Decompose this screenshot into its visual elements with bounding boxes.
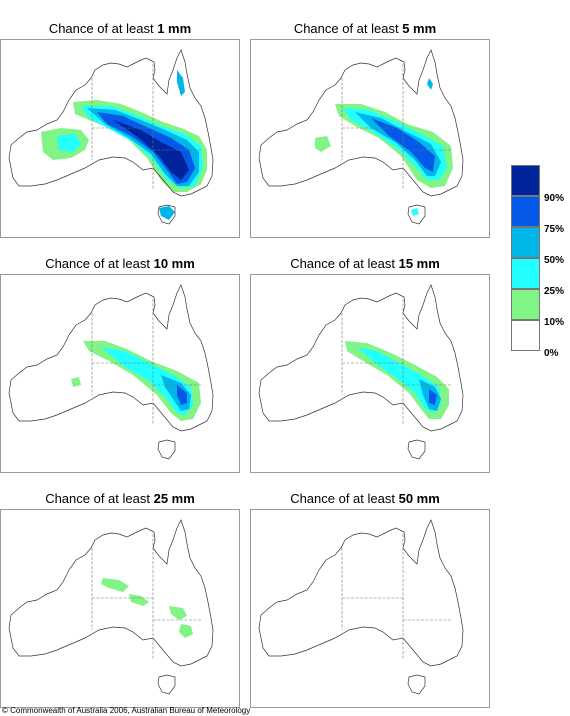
legend-label-25: 25% <box>544 286 565 297</box>
rain-area-10pct <box>101 578 129 592</box>
legend-swatch-75 <box>511 196 540 227</box>
legend-swatch-50 <box>511 227 540 258</box>
tasmania-coastline <box>407 204 426 225</box>
state-borders <box>341 64 451 190</box>
legend-swatch-10 <box>511 289 540 320</box>
state-borders <box>91 64 201 190</box>
legend-label-75: 75% <box>544 224 565 235</box>
tasmania-land <box>408 440 425 459</box>
map-15mm <box>258 284 464 460</box>
panel-title-15mm: Chance of at least 15 mm <box>290 256 440 271</box>
panel-title-10mm: Chance of at least 10 mm <box>45 256 195 271</box>
panel-title-25mm: Chance of at least 25 mm <box>45 491 195 506</box>
australia-coastline <box>8 49 214 197</box>
panel-title-1mm: Chance of at least 1 mm <box>48 21 192 36</box>
land-area <box>259 520 463 666</box>
rain-area-10pct-west <box>315 136 331 152</box>
rain-area-north <box>177 70 185 96</box>
rain-area-10pct-center <box>129 594 149 606</box>
legend-label-90: 90% <box>544 193 565 204</box>
rain-area-90pct <box>113 120 189 180</box>
panel-title-5mm: Chance of at least 5 mm <box>293 21 437 36</box>
panel-title-50mm: Chance of at least 50 mm <box>290 491 440 506</box>
map-panel-15mm <box>250 274 490 473</box>
australia-coastline <box>8 519 214 667</box>
australia-coastline <box>258 284 464 432</box>
tasmania-land <box>158 440 175 459</box>
tasmania-coastline <box>407 674 426 695</box>
rain-area-25pct-west <box>57 134 81 152</box>
state-borders <box>341 534 451 660</box>
rain-area-10pct-west <box>71 377 81 387</box>
legend-swatch-25 <box>511 258 540 289</box>
rain-area-north <box>427 78 433 90</box>
legend-swatch-90 <box>511 165 540 196</box>
rain-area-75pct <box>429 389 437 405</box>
map-panel-5mm <box>250 39 490 238</box>
tasmania-coastline <box>407 439 426 460</box>
map-5mm <box>258 49 464 225</box>
rain-area-75pct <box>177 385 187 405</box>
map-1mm <box>8 49 214 225</box>
legend-label-10: 10% <box>544 317 565 328</box>
australia-coastline <box>258 49 464 197</box>
rain-area-25pct <box>357 347 441 413</box>
copyright-notice: © Commonwealth of Australia 2006, Austra… <box>2 706 251 715</box>
map-25mm <box>8 519 214 695</box>
rain-area-tasmania <box>411 208 419 216</box>
tasmania-coastline <box>157 674 176 695</box>
state-borders <box>91 534 201 660</box>
map-50mm <box>258 519 464 695</box>
rain-area-25pct <box>101 347 193 415</box>
map-panel-50mm <box>250 509 490 708</box>
tasmania-coastline <box>157 204 176 225</box>
legend-label-50: 50% <box>544 255 565 266</box>
land-area <box>9 520 213 666</box>
state-borders <box>341 299 451 425</box>
map-10mm <box>8 284 214 460</box>
map-panel-10mm <box>0 274 240 473</box>
map-panel-25mm <box>0 509 240 708</box>
legend-swatch-0 <box>511 320 540 351</box>
tasmania-coastline <box>157 439 176 460</box>
map-panel-1mm <box>0 39 240 238</box>
rain-area-10pct-east <box>169 606 187 620</box>
legend-label-0: 0% <box>544 348 559 359</box>
rain-area-10pct-southeast <box>179 624 193 638</box>
australia-coastline <box>258 519 464 667</box>
rain-area-tasmania <box>159 206 175 220</box>
australia-coastline <box>8 284 214 432</box>
state-borders <box>91 299 201 425</box>
tasmania-land <box>158 675 175 694</box>
tasmania-land <box>408 675 425 694</box>
